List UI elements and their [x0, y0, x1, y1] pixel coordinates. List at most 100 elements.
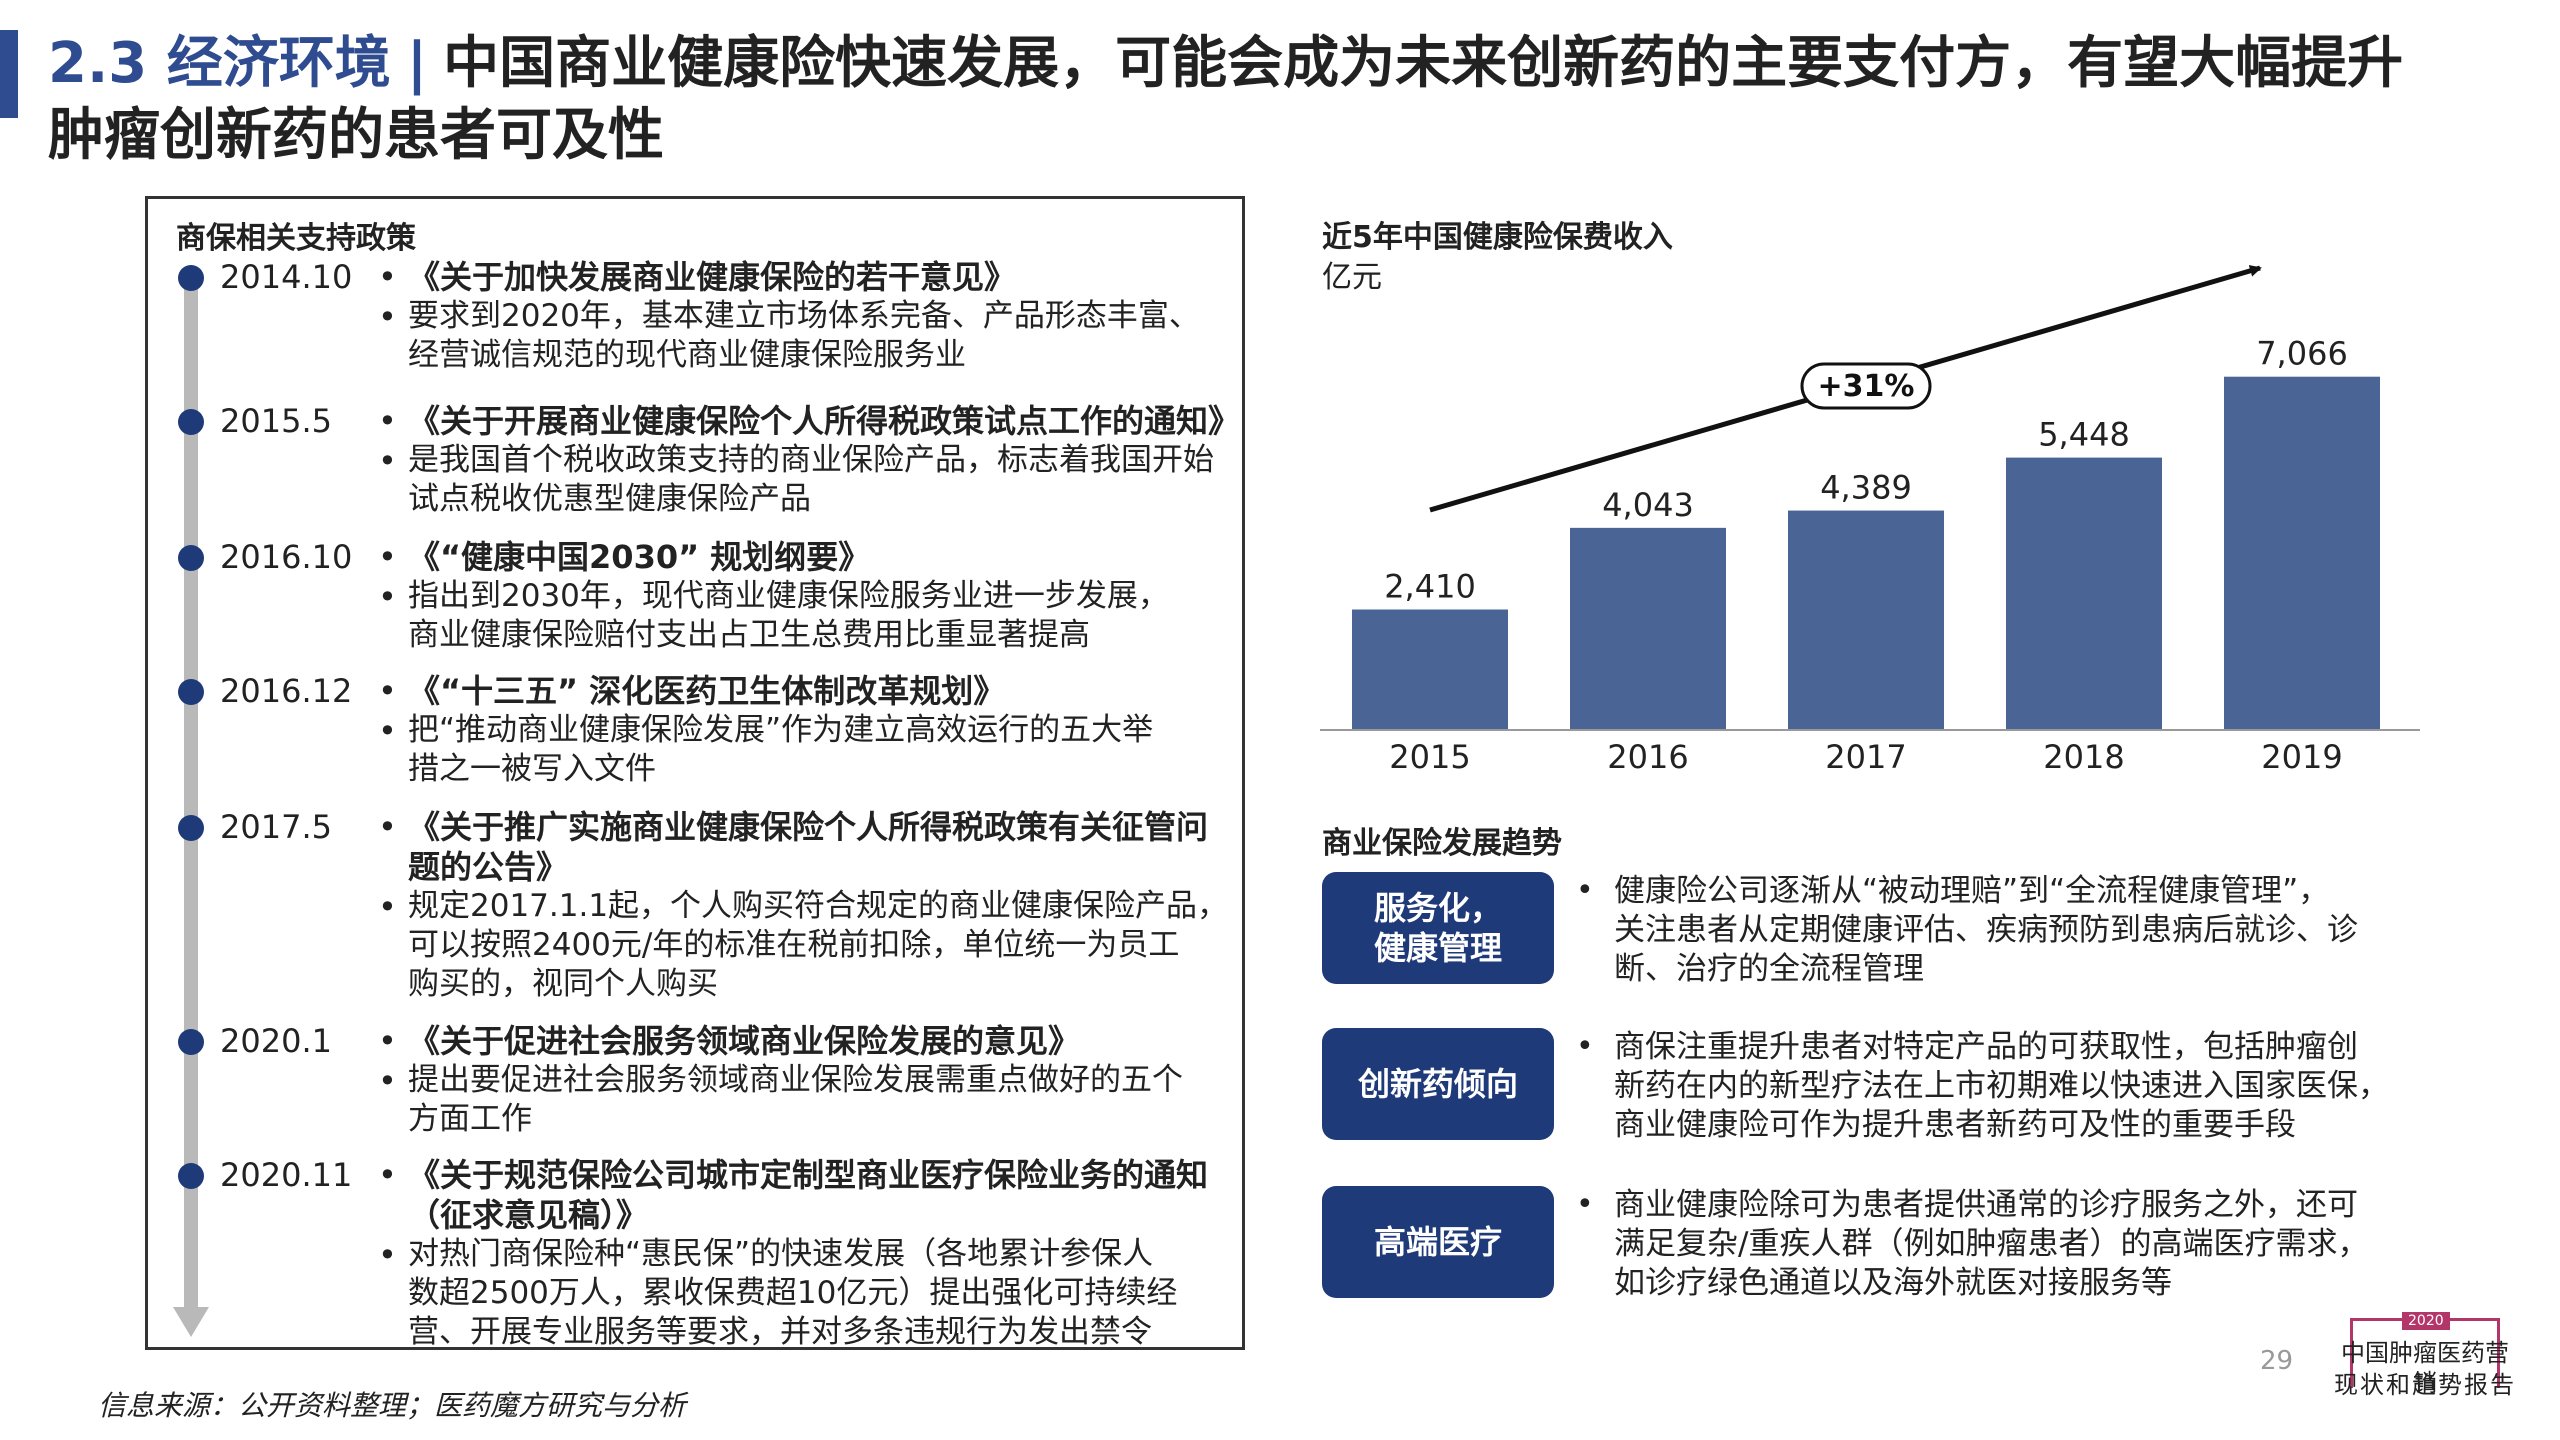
trend-label-line: 服务化，: [1373, 889, 1502, 927]
trend-text-line: 商业健康险可作为提升患者新药可及性的重要手段: [1614, 1107, 2296, 1143]
section-number: 2.3 经济环境: [48, 31, 391, 96]
timeline-dot: [178, 1163, 204, 1189]
policy-desc-line: 是我国首个税收政策支持的商业保险产品，标志着我国开始: [408, 442, 1214, 478]
bullet: •: [378, 538, 397, 576]
policy-desc: 要求到2020年，基本建立市场体系完备、产品形态丰富、 经营诚信规范的现代商业健…: [408, 297, 1238, 375]
policy-panel: 商保相关支持政策 2014.10 • 《关于加快发展商业健康保险的若干意见》 •…: [145, 196, 1245, 1350]
bullet: •: [378, 888, 397, 926]
bar-value-label: 4,043: [1602, 486, 1694, 524]
title-line-1: 中国商业健康险快速发展，可能会成为未来创新药的主要支付方，有望大幅提升: [443, 31, 2404, 96]
bullet: •: [378, 1022, 397, 1060]
policy-date: 2020.1: [220, 1022, 332, 1060]
bullet: •: [378, 1156, 397, 1194]
growth-annotation: +31%: [1818, 369, 1915, 404]
policy-desc: 指出到2030年，现代商业健康保险服务业进一步发展， 商业健康保险赔付支出占卫生…: [408, 577, 1238, 655]
policy-desc-line: 营、开展专业服务等要求，并对多条违规行为发出禁令: [408, 1314, 1152, 1350]
timeline-dot: [178, 1029, 204, 1055]
timeline-dot: [178, 265, 204, 291]
policy-desc-line: 指出到2030年，现代商业健康保险服务业进一步发展，: [408, 578, 1169, 614]
trend-text-line: 断、治疗的全流程管理: [1614, 951, 1924, 987]
bullet: •: [378, 258, 397, 296]
bullet: •: [1576, 1187, 1594, 1222]
timeline-arrow-icon: [173, 1307, 209, 1337]
policy-desc-line: 购买的，视同个人购买: [408, 966, 718, 1002]
policy-desc-line: 经营诚信规范的现代商业健康保险服务业: [408, 337, 966, 373]
policy-title-line: 《关于推广实施商业健康保险个人所得税政策有关征管问: [408, 808, 1209, 846]
trend-label-service: 服务化， 健康管理: [1322, 872, 1554, 984]
chart-bars: 2,410 2015 4,043 2016 4,389 2017 5,448 2018 7,06…: [1352, 335, 2380, 776]
policy-desc: 把“推动商业健康保险发展”作为建立高效运行的五大举 措之一被写入文件: [408, 711, 1238, 789]
policy-desc: 提出要促进社会服务领域商业保险发展需重点做好的五个 方面工作: [408, 1061, 1238, 1139]
policy-title: 《关于推广实施商业健康保险个人所得税政策有关征管问 题的公告》: [408, 807, 1238, 887]
trend-text-line: 健康险公司逐渐从“被动理赔”到“全流程健康管理”，: [1614, 873, 2330, 909]
trend-text: 商保注重提升患者对特定产品的可获取性，包括肿瘤创 新药在内的新型疗法在上市初期难…: [1614, 1028, 2414, 1145]
policy-title-line: 题的公告》: [408, 848, 569, 886]
bar-value-label: 4,389: [1820, 469, 1912, 507]
bullet: •: [378, 402, 397, 440]
trend-text-line: 关注患者从定期健康评估、疾病预防到患病后就诊、诊: [1614, 912, 2358, 948]
chart-bar-2015: [1352, 609, 1508, 730]
policy-title: 《关于加快发展商业健康保险的若干意见》: [408, 258, 1017, 296]
policy-desc-line: 对热门商保险种“惠民保”的快速发展（各地累计参保人: [408, 1236, 1154, 1272]
timeline-dot: [178, 545, 204, 571]
trend-text: 健康险公司逐渐从“被动理赔”到“全流程健康管理”， 关注患者从定期健康评估、疾病…: [1614, 872, 2414, 989]
policy-title-line: （征求意见稿）》: [408, 1196, 649, 1234]
policy-date: 2016.12: [220, 672, 353, 710]
chart-bar-2018: [2006, 457, 2162, 730]
chart-title: 近5年中国健康险保费收入: [1322, 220, 1673, 255]
trend-label-line: 健康管理: [1373, 929, 1502, 967]
bullet: •: [378, 1236, 397, 1274]
premium-bar-chart: 2,410 2015 4,043 2016 4,389 2017 5,448 2018 7,06…: [1320, 265, 2420, 776]
trend-text-line: 商保注重提升患者对特定产品的可获取性，包括肿瘤创: [1614, 1029, 2358, 1065]
policy-title-line: 《关于规范保险公司城市定制型商业医疗保险业务的通知: [408, 1156, 1209, 1194]
policy-title: 《关于开展商业健康保险个人所得税政策试点工作的通知》: [408, 402, 1241, 440]
x-axis-tick-label: 2015: [1389, 738, 1470, 776]
bullet: •: [378, 672, 397, 710]
logo-line-1: 中国肿瘤医药营销: [2341, 1339, 2509, 1397]
growth-annotation-box: [1800, 362, 1932, 410]
trend-label-innovative-drug: 创新药倾向: [1322, 1028, 1554, 1140]
trend-text-line: 商业健康险除可为患者提供通常的诊疗服务之外，还可: [1614, 1187, 2358, 1223]
timeline-dot: [178, 679, 204, 705]
bullet: •: [378, 712, 397, 750]
page-number: 29: [2260, 1346, 2294, 1376]
policy-date: 2017.5: [220, 808, 332, 846]
policy-desc-line: 提出要促进社会服务领域商业保险发展需重点做好的五个: [408, 1062, 1183, 1098]
bullet: •: [1576, 873, 1594, 908]
chart-bar-2019: [2224, 376, 2380, 730]
bullet: •: [378, 442, 397, 480]
policy-date: 2015.5: [220, 402, 332, 440]
title-accent-bar: [0, 30, 18, 118]
chart-bar-2016: [1570, 527, 1726, 730]
bar-value-label: 7,066: [2256, 335, 2348, 373]
policy-title: 《关于规范保险公司城市定制型商业医疗保险业务的通知 （征求意见稿）》: [408, 1155, 1238, 1235]
policy-date: 2020.11: [220, 1156, 353, 1194]
chart-bar-2017: [1788, 510, 1944, 730]
timeline-dot: [178, 815, 204, 841]
x-axis-tick-label: 2017: [1825, 738, 1906, 776]
policy-desc: 对热门商保险种“惠民保”的快速发展（各地累计参保人 数超2500万人，累收保费超…: [408, 1235, 1238, 1352]
bullet: •: [378, 808, 397, 846]
policy-desc-line: 规定2017.1.1起，个人购买符合规定的商业健康保险产品，: [408, 888, 1229, 924]
x-axis-tick-label: 2019: [2261, 738, 2342, 776]
report-logo: 2020 中国肿瘤医药营销 现状和趋势报告: [2330, 1312, 2520, 1404]
policy-desc-line: 试点税收优惠型健康保险产品: [408, 481, 811, 517]
source-note: 信息来源：公开资料整理；医药魔方研究与分析: [98, 1389, 687, 1422]
trend-label-line: 高端医疗: [1373, 1223, 1502, 1261]
trend-label-high-end: 高端医疗: [1322, 1186, 1554, 1298]
policy-title: 《“十三五” 深化医药卫生体制改革规划》: [408, 672, 1006, 710]
policy-date: 2014.10: [220, 258, 353, 296]
page-title: 2.3 经济环境 | 中国商业健康险快速发展，可能会成为未来创新药的主要支付方，有望…: [48, 28, 2528, 172]
policy-desc-line: 商业健康保险赔付支出占卫生总费用比重显著提高: [408, 617, 1090, 653]
policy-heading: 商保相关支持政策: [176, 221, 416, 256]
bar-value-label: 2,410: [1384, 568, 1476, 606]
policy-title: 《“健康中国2030” 规划纲要》: [408, 538, 871, 576]
logo-line-2: 现状和趋势报告: [2334, 1371, 2516, 1399]
bullet: •: [378, 578, 397, 616]
policy-desc-line: 可以按照2400元/年的标准在税前扣除，单位统一为员工: [408, 927, 1180, 963]
x-axis-tick-label: 2016: [1607, 738, 1688, 776]
logo-year: 2020: [2402, 1312, 2450, 1330]
trend-label-line: 创新药倾向: [1357, 1065, 1518, 1103]
policy-date: 2016.10: [220, 538, 353, 576]
policy-desc-line: 方面工作: [408, 1101, 532, 1137]
